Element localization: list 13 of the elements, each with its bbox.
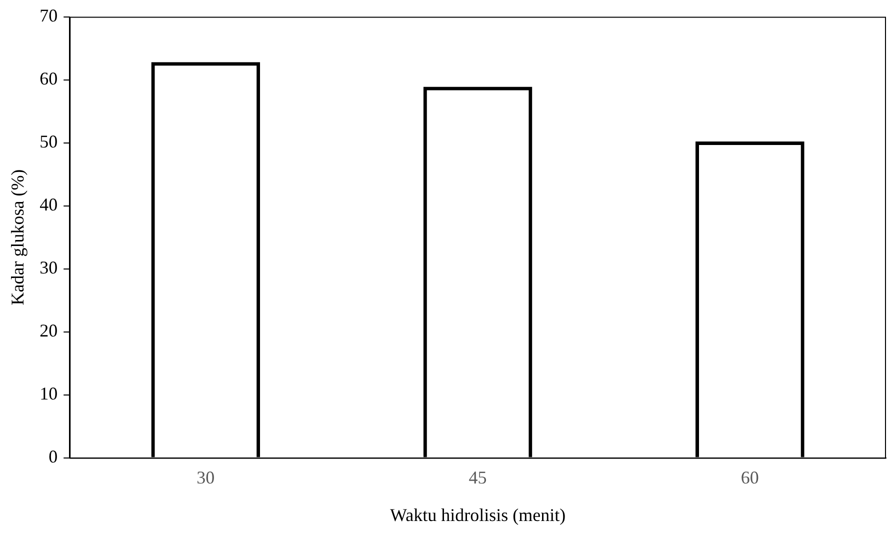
y-axis-title: Kadar glukosa (%) xyxy=(8,169,28,306)
y-tick-label: 20 xyxy=(40,320,58,341)
x-axis-title: Waktu hidrolisis (menit) xyxy=(390,504,566,525)
y-tick-label: 60 xyxy=(40,68,58,89)
x-tick-label: 45 xyxy=(468,467,487,488)
x-tick-label: 30 xyxy=(196,467,215,488)
x-tick-label: 60 xyxy=(740,467,759,488)
y-tick-label: 10 xyxy=(40,384,58,404)
y-tick-label: 70 xyxy=(40,6,58,26)
y-tick-label: 30 xyxy=(40,258,58,278)
y-tick-label: 0 xyxy=(48,446,58,467)
y-tick-label: 40 xyxy=(40,194,58,215)
y-tick-label: 50 xyxy=(40,132,58,152)
